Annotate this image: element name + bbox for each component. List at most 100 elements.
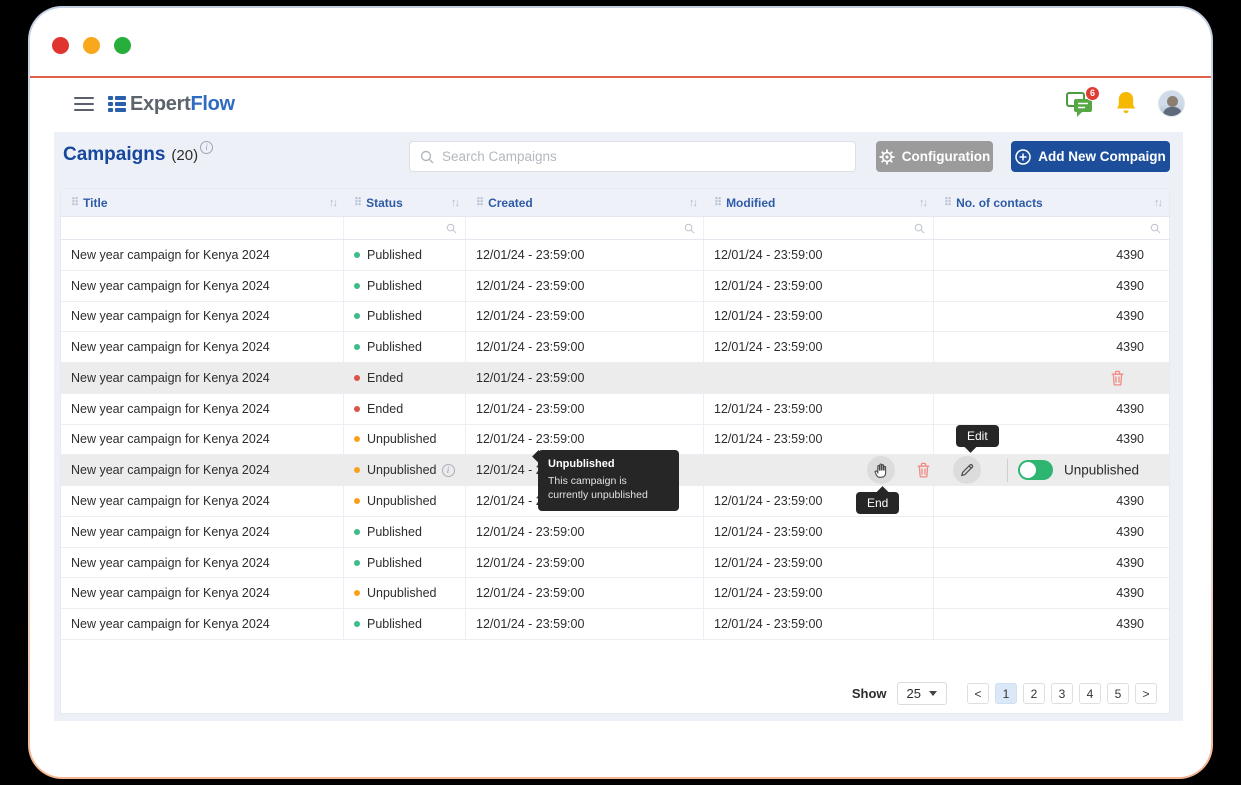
column-label: Status xyxy=(366,195,403,210)
title-cell: New year campaign for Kenya 2024 xyxy=(61,301,344,332)
page-size-select[interactable]: 25 xyxy=(896,682,947,705)
add-new-campaign-button[interactable]: Add New Compaign xyxy=(1011,141,1170,172)
page-size-value: 25 xyxy=(906,686,921,701)
maximize-window-button[interactable] xyxy=(114,37,131,54)
chat-notifications-button[interactable]: 6 xyxy=(1066,85,1100,117)
column-header-title[interactable]: ⠿ Title ↑↓ xyxy=(61,189,344,216)
chat-icon xyxy=(1066,91,1092,117)
column-label: Modified xyxy=(726,195,776,210)
close-window-button[interactable] xyxy=(52,37,69,54)
status-info-icon[interactable]: i xyxy=(441,463,455,477)
delete-campaign-button[interactable] xyxy=(1103,364,1131,392)
page-button-2[interactable]: 2 xyxy=(1023,683,1045,704)
contacts-cell: 4390 xyxy=(1116,494,1144,508)
title-cell: New year campaign for Kenya 2024 xyxy=(61,240,344,270)
hamburger-menu-icon[interactable] xyxy=(74,97,94,111)
filter-cell-created xyxy=(466,217,704,239)
column-header-created[interactable]: ⠿ Created ↑↓ xyxy=(466,189,704,216)
drag-handle-icon[interactable]: ⠿ xyxy=(944,197,952,209)
sort-icon[interactable]: ↑↓ xyxy=(451,196,460,209)
page-button-4[interactable]: 4 xyxy=(1079,683,1101,704)
contacts-cell: 4390 xyxy=(1116,401,1144,416)
delete-trash-icon xyxy=(917,462,929,478)
logo-text-flow: Flow xyxy=(190,92,235,115)
column-label: Created xyxy=(488,195,533,210)
minimize-window-button[interactable] xyxy=(83,37,100,54)
contacts-cell: 4390 xyxy=(1116,617,1144,632)
drag-handle-icon[interactable]: ⠿ xyxy=(354,197,362,209)
status-dot-icon xyxy=(354,313,360,320)
drag-handle-icon[interactable]: ⠿ xyxy=(71,197,79,209)
end-campaign-button[interactable] xyxy=(867,456,895,485)
column-header-modified[interactable]: ⠿ Modified ↑↓ xyxy=(704,189,934,216)
status-cell: Ended xyxy=(344,363,466,393)
drag-handle-icon[interactable]: ⠿ xyxy=(476,197,484,209)
logo-text-expert: Expert xyxy=(130,92,191,115)
page-info-icon[interactable]: i xyxy=(200,140,214,154)
created-cell: 12/01/24 - 23:59:00 xyxy=(466,240,704,270)
status-dot-icon xyxy=(354,590,360,597)
status-cell: Unpublished xyxy=(344,424,466,455)
status-cell: Published xyxy=(344,332,466,363)
title-cell: New year campaign for Kenya 2024 xyxy=(61,516,344,547)
accent-divider xyxy=(30,76,1211,78)
table-row[interactable]: New year campaign for Kenya 2024 Publishe… xyxy=(61,301,1169,333)
next-page-button[interactable]: > xyxy=(1135,683,1157,704)
filter-input[interactable] xyxy=(69,222,335,234)
sort-icon[interactable]: ↑↓ xyxy=(689,196,698,209)
drag-handle-icon[interactable]: ⠿ xyxy=(714,197,722,209)
table-row[interactable]: New year campaign for Kenya 2024 Ended 12/… xyxy=(61,393,1169,425)
contacts-cell: 4390 xyxy=(1116,524,1144,539)
modified-cell: 12/01/24 - 23:59:00 xyxy=(704,424,934,455)
column-header-no-of-contacts[interactable]: ⠿ No. of contacts ↑↓ xyxy=(934,189,1169,216)
title-cell: New year campaign for Kenya 2024 xyxy=(61,547,344,578)
filter-search-icon xyxy=(914,223,925,233)
search-input[interactable] xyxy=(442,149,845,164)
appbar: Expert Flow 6 xyxy=(30,78,1211,132)
table-row[interactable]: New year campaign for Kenya 2024 Publishe… xyxy=(61,516,1169,548)
user-avatar[interactable] xyxy=(1158,90,1185,117)
table-row[interactable]: New year campaign for Kenya 2024 Publishe… xyxy=(61,240,1169,271)
delete-campaign-button[interactable] xyxy=(909,456,937,484)
sort-icon[interactable]: ↑↓ xyxy=(1154,196,1163,209)
table-row[interactable]: New year campaign for Kenya 2024 Unpublis… xyxy=(61,578,1169,610)
configuration-button[interactable]: Configuration xyxy=(876,141,993,172)
sort-icon[interactable]: ↑↓ xyxy=(329,196,338,209)
filter-input[interactable] xyxy=(942,222,1150,234)
created-cell: 12/01/24 - 23:59:00 xyxy=(466,393,704,424)
title-cell: New year campaign for Kenya 2024 xyxy=(61,609,344,639)
title-cell: New year campaign for Kenya 2024 xyxy=(71,370,270,385)
filter-input[interactable] xyxy=(712,222,914,234)
title-cell: New year campaign for Kenya 2024 xyxy=(61,270,344,301)
filter-input[interactable] xyxy=(352,222,446,234)
table-row[interactable]: New year campaign for Kenya 2024 Unpublis… xyxy=(61,486,1169,517)
filter-cell-status xyxy=(344,217,466,239)
status-dot-icon xyxy=(354,436,360,443)
modified-cell: 12/01/24 - 23:59:00 xyxy=(704,393,934,424)
publish-toggle[interactable] xyxy=(1018,460,1053,481)
filter-cell-no-of-contacts xyxy=(934,217,1169,239)
page-button-5[interactable]: 5 xyxy=(1107,683,1129,704)
notifications-bell-icon[interactable] xyxy=(1114,90,1138,117)
column-header-status[interactable]: ⠿ Status ↑↓ xyxy=(344,189,466,216)
table-row[interactable]: New year campaign for Kenya 2024 Publishe… xyxy=(61,332,1169,364)
contacts-cell: 4390 xyxy=(1116,586,1144,601)
created-cell: 12/01/24 - 23:59:00 xyxy=(476,370,585,385)
table-row[interactable]: New year campaign for Kenya 2024 Publishe… xyxy=(61,547,1169,579)
page-button-3[interactable]: 3 xyxy=(1051,683,1073,704)
table-row[interactable]: New year campaign for Kenya 2024 Publishe… xyxy=(61,270,1169,302)
logo: Expert Flow xyxy=(108,91,235,117)
filter-input[interactable] xyxy=(474,222,684,234)
table-row[interactable]: New year campaign for Kenya 2024 Ended 12/… xyxy=(61,363,1169,394)
table-row[interactable]: New year campaign for Kenya 2024 Publishe… xyxy=(61,609,1169,640)
edit-campaign-button[interactable] xyxy=(953,456,981,485)
status-tooltip: Unpublished This campaign is currently u… xyxy=(532,450,679,511)
modified-cell xyxy=(704,363,934,393)
page-button-1[interactable]: 1 xyxy=(995,683,1017,704)
status-dot-icon xyxy=(354,344,360,351)
status-cell: Published xyxy=(344,240,466,270)
prev-page-button[interactable]: < xyxy=(967,683,989,704)
contacts-cell: 4390 xyxy=(1116,340,1144,355)
sort-icon[interactable]: ↑↓ xyxy=(919,196,928,209)
